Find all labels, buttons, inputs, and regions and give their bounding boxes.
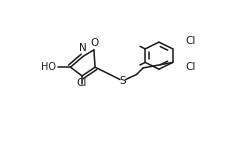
Text: Cl: Cl (77, 79, 87, 88)
Text: N: N (79, 44, 87, 53)
Text: Cl: Cl (186, 36, 196, 46)
Text: O: O (91, 38, 99, 48)
Text: Cl: Cl (186, 62, 196, 72)
Text: S: S (119, 76, 126, 86)
Text: HO: HO (41, 62, 56, 72)
